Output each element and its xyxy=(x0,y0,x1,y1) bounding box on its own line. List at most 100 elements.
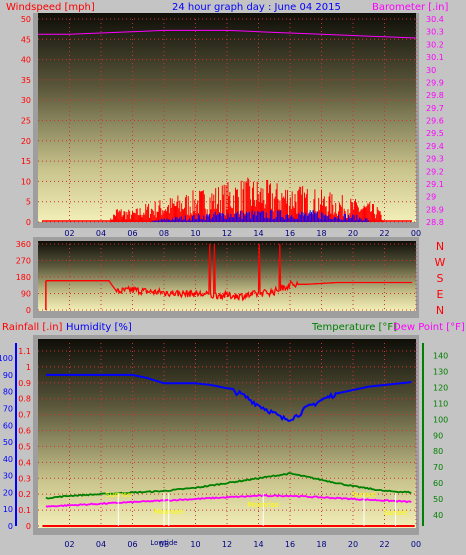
hour-tick-label: 20 xyxy=(348,229,358,238)
barometer-tick-label: 29.2 xyxy=(426,167,444,176)
barometer-tick-label: 29.3 xyxy=(426,155,444,164)
humidity-tick-label: 0 xyxy=(8,522,13,531)
barometer-tick-label: 30.2 xyxy=(426,40,444,49)
windspeed-tick-label: 10 xyxy=(21,177,31,186)
rainfall-label: Rainfall [.in] xyxy=(2,322,63,333)
hour-tick-label: 12 xyxy=(222,540,232,549)
rainfall-tick-label: 0.3 xyxy=(18,474,31,483)
temperature-line xyxy=(45,472,412,500)
temp-series xyxy=(42,373,415,527)
windspeed-tick-label: 40 xyxy=(21,56,31,65)
direction-tick-label: 90 xyxy=(21,290,31,299)
direction-line xyxy=(45,243,413,302)
rainfall-tick-label: 0.7 xyxy=(18,411,31,420)
wind-series xyxy=(38,29,417,222)
direction-tick-label: 360 xyxy=(16,240,31,249)
windspeed-tick-label: 15 xyxy=(21,157,31,166)
hour-tick-label: 10 xyxy=(190,540,200,549)
humidity-tick-label: 70 xyxy=(3,404,13,413)
direction-tick-label: 0 xyxy=(26,306,31,315)
direction-axis: 0 90 180 270 360 xyxy=(16,240,31,315)
direction-tick-label: 180 xyxy=(16,273,31,282)
windspeed-tick-label: 30 xyxy=(21,96,31,105)
hour-tick-label: 22 xyxy=(379,540,389,549)
temperature-tick-label: 110 xyxy=(433,399,448,408)
hour-tick-label: 12 xyxy=(222,229,232,238)
rainfall-tick-label: 0 xyxy=(26,522,31,531)
dewpoint-line xyxy=(45,494,412,508)
hour-tick-label: 00 xyxy=(411,229,421,238)
annotation-label: Sunrise xyxy=(105,491,131,499)
humidity-tick-label: 90 xyxy=(3,371,13,380)
temperature-tick-label: 140 xyxy=(433,352,448,361)
barometer-tick-label: 30 xyxy=(426,66,436,75)
windspeed-label: Windspeed [mph] xyxy=(6,2,95,13)
rainfall-tick-label: 1.1 xyxy=(18,347,31,356)
hour-axis-bottom: 02 04 06 08 10 12 14 16 18 20 22 00 xyxy=(64,540,421,549)
direction-series xyxy=(45,243,413,310)
barometer-tick-label: 30.4 xyxy=(426,15,444,24)
hour-tick-label: 02 xyxy=(64,229,74,238)
hour-tick-label: 06 xyxy=(127,540,137,549)
windspeed-tick-label: 50 xyxy=(21,15,31,24)
rainfall-tick-label: 0.5 xyxy=(18,442,31,451)
hour-tick-label: 16 xyxy=(285,229,295,238)
annotation-label: Moonrise xyxy=(247,501,279,509)
humidity-tick-label: 50 xyxy=(3,438,13,447)
temperature-tick-label: 70 xyxy=(433,463,443,472)
temperature-tick-label: 50 xyxy=(433,495,443,504)
barometer-tick-label: 29.7 xyxy=(426,104,444,113)
hour-tick-label: 22 xyxy=(379,229,389,238)
hour-tick-label: 08 xyxy=(159,540,169,549)
rainfall-tick-label: 0.2 xyxy=(18,490,31,499)
temperature-tick-label: 130 xyxy=(433,368,448,377)
temperature-tick-label: 120 xyxy=(433,384,448,393)
annotation-label: Sunset xyxy=(384,509,408,517)
direction-grid xyxy=(38,243,417,311)
humidity-tick-label: 30 xyxy=(3,472,13,481)
rainfall-tick-label: 0.8 xyxy=(18,395,31,404)
barometer-tick-label: 29.1 xyxy=(426,180,444,189)
humidity-line xyxy=(45,373,412,422)
barometer-tick-label: 29.5 xyxy=(426,129,444,138)
windspeed-tick-label: 45 xyxy=(21,35,31,44)
barometer-tick-label: 29.8 xyxy=(426,91,444,100)
compass-label: S xyxy=(437,272,444,285)
hour-tick-label: 08 xyxy=(159,229,169,238)
direction-tick-label: 270 xyxy=(16,257,31,266)
windspeed-axis: 0 5 10 15 20 25 30 35 40 45 50 xyxy=(21,15,31,227)
humidity-tick-label: 60 xyxy=(3,421,13,430)
humidity-tick-label: 40 xyxy=(3,455,13,464)
temperature-tick-label: 80 xyxy=(433,447,443,456)
rainfall-tick-label: 1 xyxy=(26,363,31,372)
windspeed-tick-label: 20 xyxy=(21,137,31,146)
annotation-label: Sunset xyxy=(352,491,376,499)
barometer-tick-label: 29 xyxy=(426,193,436,202)
barometer-tick-label: 28.9 xyxy=(426,205,444,214)
temp-axes: 0 10 20 30 40 50 60 70 80 90 100 0 0.1 0.2 0.3 0.4 0.5 0.… xyxy=(0,343,448,531)
dewpoint-label: Dew Point [°F] xyxy=(393,322,465,333)
humidity-tick-label: 10 xyxy=(3,505,13,514)
hour-tick-label: 02 xyxy=(64,540,74,549)
barometer-tick-label: 29.9 xyxy=(426,78,444,87)
humidity-tick-label: 20 xyxy=(3,488,13,497)
hour-axis-top: 02 04 06 08 10 12 14 16 18 20 22 00 xyxy=(64,229,421,238)
hour-tick-label: 14 xyxy=(253,540,263,549)
hour-tick-label: 14 xyxy=(253,229,263,238)
annotation-label: Lowtide xyxy=(150,539,177,547)
compass-label: N xyxy=(436,240,444,253)
annotation-label: Moonset xyxy=(154,508,184,516)
humidity-tick-label: 80 xyxy=(3,388,13,397)
barometer-label: Barometer [.in] xyxy=(372,2,448,13)
rainfall-tick-label: 0.6 xyxy=(18,427,31,436)
hour-tick-label: 00 xyxy=(411,540,421,549)
windspeed-tick-label: 5 xyxy=(26,198,31,207)
barometer-line xyxy=(38,29,417,39)
rainfall-tick-label: 0.9 xyxy=(18,379,31,388)
windspeed-tick-label: 0 xyxy=(26,218,31,227)
barometer-tick-label: 29.4 xyxy=(426,142,444,151)
temperature-label: Temperature [°F] xyxy=(311,322,397,333)
temperature-tick-label: 90 xyxy=(433,431,443,440)
temperature-tick-label: 60 xyxy=(433,479,443,488)
barometer-tick-label: 28.8 xyxy=(426,218,444,227)
